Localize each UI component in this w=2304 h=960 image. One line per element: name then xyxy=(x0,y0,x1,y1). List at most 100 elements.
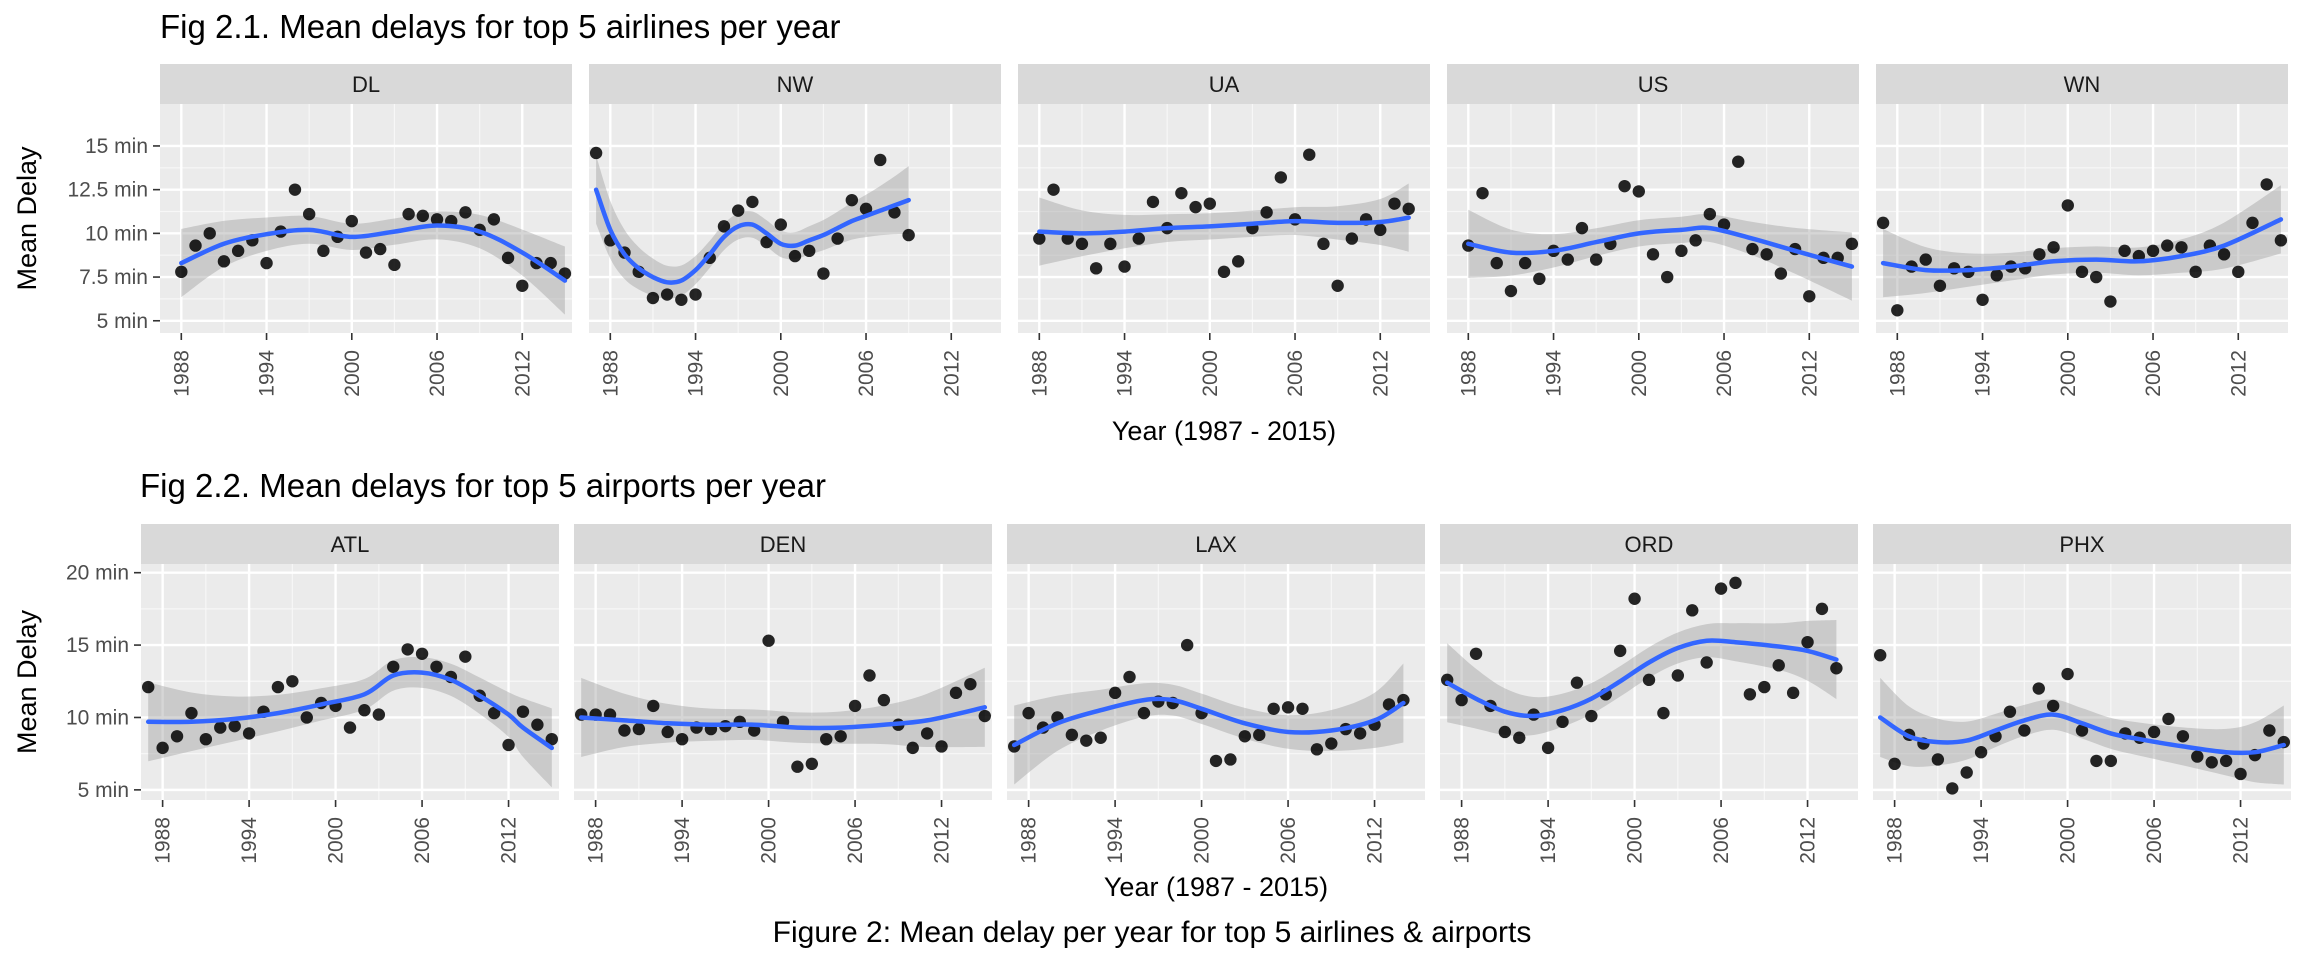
data-point xyxy=(1132,232,1145,245)
data-point xyxy=(217,255,231,268)
x-tick-label: 2000 xyxy=(1628,350,1651,397)
data-point xyxy=(1556,715,1569,729)
data-point xyxy=(1303,148,1316,161)
facet-panel-den: DEN 1988 1994 2000 2006 2012 xyxy=(574,524,992,864)
data-point xyxy=(142,680,155,694)
facet-strip xyxy=(141,524,559,564)
chart-1: Fig 2.1. Mean delays for top 5 airlines … xyxy=(12,8,2288,446)
smooth-line xyxy=(1880,217,2284,273)
data-point xyxy=(2246,216,2259,230)
x-tick-label: 1988 xyxy=(170,350,193,397)
data-point xyxy=(1189,200,1202,214)
data-point xyxy=(416,209,430,223)
data-point xyxy=(820,732,833,746)
data-point xyxy=(1570,676,1584,689)
data-point xyxy=(189,239,202,252)
data-point xyxy=(774,218,787,231)
data-point xyxy=(1946,782,1959,795)
y-axis-title: Mean Delay xyxy=(12,609,42,754)
x-tick-label: 1994 xyxy=(1970,817,1993,864)
data-point xyxy=(1990,269,2003,282)
data-point xyxy=(1561,253,1574,266)
x-tick-label: 1988 xyxy=(1018,817,1041,864)
facet-strip-label: DL xyxy=(352,72,380,97)
data-point xyxy=(1933,279,1947,293)
data-point xyxy=(589,146,603,160)
data-point xyxy=(1760,248,1773,261)
x-tick-label: 2012 xyxy=(1797,817,1820,864)
data-point xyxy=(1498,725,1512,739)
data-point xyxy=(1504,284,1518,298)
x-tick-label: 2006 xyxy=(2143,817,2166,864)
data-point xyxy=(1717,218,1731,231)
y-tick-label: 10 min xyxy=(85,222,148,245)
data-point xyxy=(1224,753,1237,766)
data-point xyxy=(2189,265,2202,279)
data-point xyxy=(646,291,660,305)
data-point xyxy=(1513,731,1526,744)
data-point xyxy=(1628,592,1641,605)
data-point xyxy=(1274,171,1288,184)
data-point xyxy=(502,738,515,752)
data-point xyxy=(156,741,169,755)
data-point xyxy=(401,643,414,656)
data-point xyxy=(2260,178,2273,191)
data-point xyxy=(1743,688,1757,701)
data-point xyxy=(660,288,674,301)
facet-strip xyxy=(589,64,1001,104)
data-point xyxy=(2161,239,2174,252)
data-point xyxy=(1613,644,1627,658)
data-point xyxy=(317,244,330,258)
x-tick-label: 2012 xyxy=(1798,350,1821,397)
data-point xyxy=(402,207,415,221)
data-point xyxy=(372,708,386,721)
data-point xyxy=(1919,253,1932,266)
data-point xyxy=(1618,179,1631,193)
data-point xyxy=(791,760,804,773)
smooth-line xyxy=(1444,638,1839,719)
data-point xyxy=(1476,186,1489,200)
data-point xyxy=(343,721,357,734)
figure-caption: Figure 2: Mean delay per year for top 5 … xyxy=(772,916,1532,949)
y-tick-label: 10 min xyxy=(66,706,129,729)
data-point xyxy=(834,730,847,743)
data-point xyxy=(1382,698,1396,711)
data-point xyxy=(762,634,775,647)
data-point xyxy=(1815,602,1829,616)
data-point xyxy=(2234,767,2247,781)
data-point xyxy=(1061,232,1074,245)
data-point xyxy=(1217,265,1231,279)
data-point xyxy=(788,249,802,263)
x-tick-label: 2000 xyxy=(1191,817,1214,864)
data-point xyxy=(1033,232,1046,245)
y-tick-label: 20 min xyxy=(66,562,129,585)
x-tick-label: 1988 xyxy=(585,817,608,864)
data-point xyxy=(1661,270,1674,284)
x-tick-label: 1988 xyxy=(599,350,622,397)
data-point xyxy=(2061,667,2074,681)
data-point xyxy=(675,293,688,306)
data-point xyxy=(647,699,660,713)
x-tick-label: 1994 xyxy=(256,350,279,397)
data-point xyxy=(1746,242,1759,256)
data-point xyxy=(1253,728,1266,742)
y-tick-label: 5 min xyxy=(78,779,129,802)
data-point xyxy=(1317,237,1330,251)
data-point xyxy=(1575,221,1589,235)
data-point xyxy=(459,206,472,219)
data-point xyxy=(359,246,373,259)
data-point xyxy=(845,193,859,207)
x-tick-label: 2012 xyxy=(2227,350,2250,397)
facet-strip xyxy=(1440,524,1858,564)
x-tick-label: 1988 xyxy=(1886,350,1909,397)
data-point xyxy=(1175,186,1188,200)
facet-panel-dl: DL 1988 1994 2000 2006 2012 xyxy=(160,64,572,397)
x-tick-label: 1988 xyxy=(152,817,175,864)
data-point xyxy=(185,706,198,720)
data-point xyxy=(203,227,216,240)
x-tick-label: 2006 xyxy=(855,350,878,397)
data-point xyxy=(1310,743,1324,756)
smooth-line xyxy=(145,670,555,751)
facet-strip xyxy=(1873,524,2291,564)
data-point xyxy=(935,740,948,753)
